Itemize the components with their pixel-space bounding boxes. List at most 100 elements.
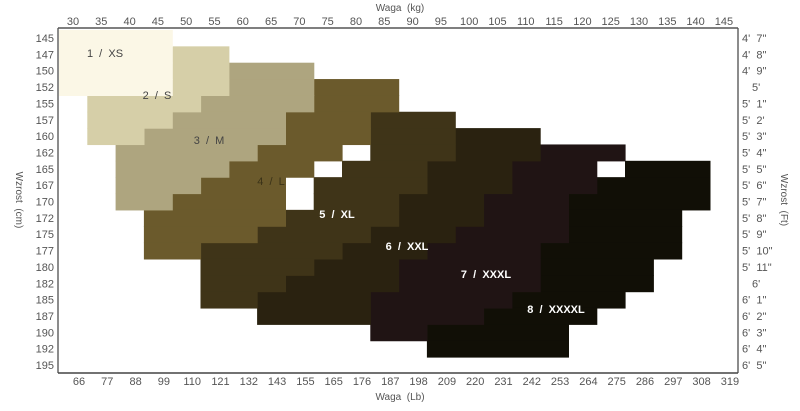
- size-cell: [596, 177, 711, 195]
- cm-tick-label: 177: [36, 246, 54, 258]
- size-cell: [398, 209, 485, 227]
- lb-tick-label: 66: [73, 376, 85, 388]
- lb-tick-label: 198: [409, 376, 427, 388]
- kg-tick-label: 90: [406, 16, 418, 28]
- lb-tick-label: 242: [523, 376, 541, 388]
- cm-tick-label: 157: [36, 115, 54, 127]
- kg-tick-label: 135: [658, 16, 676, 28]
- cm-tick-label: 175: [36, 229, 54, 241]
- kg-tick-label: 145: [715, 16, 733, 28]
- kg-tick-label: 40: [123, 16, 135, 28]
- size-cell: [313, 258, 400, 276]
- ft-tick-label: 6' 1": [742, 295, 766, 307]
- size-cell: [511, 275, 654, 293]
- top-axis-title: Waga (kg): [376, 3, 425, 14]
- size-cell: [625, 160, 711, 178]
- size-cell: [342, 160, 428, 178]
- size-cell: [455, 307, 598, 325]
- size-cell: [426, 242, 541, 260]
- size-cell: [568, 193, 711, 211]
- size-cell: [143, 128, 286, 146]
- size-label: 2 / S: [143, 90, 172, 102]
- ft-tick-label: 5' 4": [742, 147, 766, 159]
- ft-tick-label: 5' 1": [742, 98, 766, 110]
- kg-tick-label: 75: [322, 16, 334, 28]
- size-cell: [59, 79, 173, 96]
- size-label: 4 / L: [257, 176, 285, 188]
- size-cell: [540, 144, 626, 162]
- lb-tick-label: 275: [608, 376, 626, 388]
- cm-tick-label: 155: [36, 98, 54, 110]
- size-cell: [87, 128, 145, 146]
- size-label: 3 / M: [194, 135, 225, 147]
- kg-tick-label: 115: [545, 16, 563, 28]
- cm-tick-label: 147: [36, 49, 54, 61]
- size-cell: [370, 226, 456, 244]
- size-cell: [257, 291, 371, 309]
- lb-tick-label: 110: [183, 376, 201, 388]
- ft-tick-label: 5' 2': [742, 115, 765, 127]
- size-cell: [370, 291, 513, 309]
- size-block-6: [257, 128, 541, 325]
- lb-tick-label: 143: [268, 376, 286, 388]
- size-cell: [115, 177, 202, 195]
- size-cell: [313, 79, 400, 96]
- kg-tick-label: 85: [378, 16, 390, 28]
- size-cell: [257, 226, 371, 244]
- lb-tick-label: 155: [296, 376, 314, 388]
- size-cell: [398, 258, 541, 276]
- lb-tick-label: 99: [158, 376, 170, 388]
- size-cell: [172, 46, 230, 64]
- size-block-8: [426, 160, 711, 358]
- size-cell: [285, 111, 371, 129]
- size-cell: [455, 144, 541, 162]
- size-cell: [568, 226, 683, 244]
- size-cell: [143, 242, 202, 260]
- size-cell: [370, 307, 485, 325]
- size-cell: [228, 62, 315, 80]
- ft-tick-label: 4' 8": [742, 49, 766, 61]
- size-cell: [143, 209, 286, 227]
- kg-tick-label: 50: [180, 16, 192, 28]
- size-blocks: [59, 30, 711, 358]
- lb-tick-label: 77: [101, 376, 113, 388]
- size-cell: [257, 307, 371, 325]
- size-block-3: [115, 62, 315, 211]
- ft-tick-label: 5' 10": [742, 246, 773, 258]
- ft-tick-label: 4' 7": [742, 33, 766, 45]
- kg-tick-label: 70: [293, 16, 305, 28]
- cm-tick-label: 167: [36, 180, 54, 192]
- lb-tick-label: 308: [692, 376, 710, 388]
- size-cell: [370, 111, 456, 129]
- size-cell: [370, 144, 456, 162]
- kg-tick-label: 30: [67, 16, 79, 28]
- lb-tick-label: 264: [579, 376, 597, 388]
- size-label: 5 / XL: [319, 209, 355, 221]
- size-cell: [200, 95, 315, 113]
- size-cell: [426, 324, 569, 342]
- lb-tick-label: 165: [325, 376, 343, 388]
- ft-tick-label: 5' 6": [742, 180, 766, 192]
- ft-tick-label: 6' 4": [742, 344, 766, 356]
- lb-tick-label: 297: [664, 376, 682, 388]
- size-labels: 1 / XS 2 / S 3 / M 4 / L 5 / XL 6 / XXL 7 / XX…: [87, 48, 585, 316]
- lb-tick-label: 253: [551, 376, 569, 388]
- size-cell: [115, 193, 173, 211]
- size-label: 7 / XXXL: [461, 269, 511, 281]
- cm-tick-label: 160: [36, 131, 54, 143]
- ft-tick-label: 4' 9": [742, 66, 766, 78]
- size-cell: [87, 95, 202, 113]
- size-cell: [511, 177, 598, 195]
- lb-tick-label: 88: [129, 376, 141, 388]
- size-label: 1 / XS: [87, 48, 123, 60]
- lb-tick-label: 220: [466, 376, 484, 388]
- cm-tick-label: 190: [36, 327, 54, 339]
- ft-tick-label: 5' 11": [742, 262, 772, 274]
- cm-tick-label: 152: [36, 82, 54, 94]
- size-cell: [59, 46, 173, 64]
- kg-tick-label: 130: [630, 16, 648, 28]
- ft-tick-label: 6': [752, 278, 760, 290]
- cm-tick-label: 162: [36, 147, 54, 159]
- size-cell: [540, 242, 683, 260]
